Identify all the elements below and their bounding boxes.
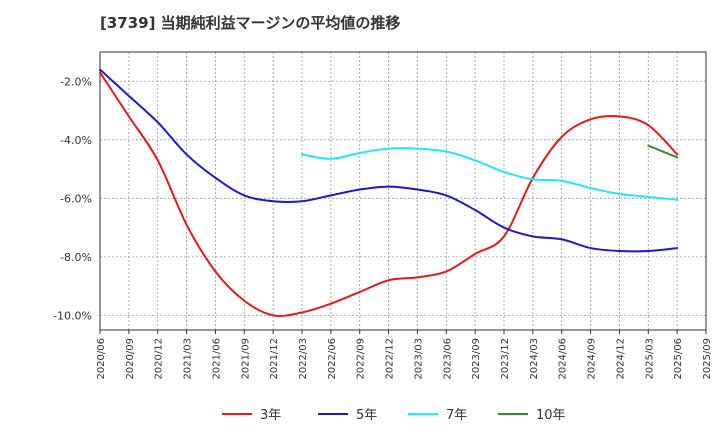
y-tick-label: -8.0% <box>60 251 92 264</box>
data-point-series-1 <box>676 153 678 156</box>
data-point-series-2 <box>185 153 188 156</box>
y-tick-label: -4.0% <box>60 134 92 147</box>
data-point-series-1 <box>272 314 274 317</box>
x-tick-label: 2022/03 <box>298 338 309 380</box>
data-point-series-2 <box>128 95 130 97</box>
data-point-series-1 <box>243 299 246 302</box>
x-tick-label: 2024/09 <box>587 338 598 380</box>
x-tick-label: 2024/06 <box>558 338 569 380</box>
data-point-series-3 <box>301 153 303 156</box>
data-point-series-2 <box>474 209 476 211</box>
plot-frame <box>99 51 707 331</box>
x-tick-label: 2021/06 <box>211 338 222 380</box>
x-tick-label: 2025/06 <box>673 338 684 380</box>
data-point-series-2 <box>156 121 159 124</box>
x-tick-label: 2023/12 <box>500 338 511 380</box>
data-point-series-1 <box>99 71 101 74</box>
data-point-series-2 <box>503 226 505 229</box>
data-point-series-1 <box>387 279 390 282</box>
legend-label-3: 7年 <box>446 408 467 423</box>
data-point-series-2 <box>387 185 390 188</box>
data-point-series-3 <box>387 147 390 150</box>
data-point-series-1 <box>618 115 621 118</box>
data-point-series-2 <box>416 188 419 191</box>
x-tick-label: 2021/09 <box>240 338 251 380</box>
y-tick-label: -2.0% <box>60 75 92 88</box>
data-point-series-4 <box>676 156 678 159</box>
x-tick-label: 2023/09 <box>471 338 482 380</box>
chart-title: [3739] 当期純利益マージンの平均値の推移 <box>100 14 401 32</box>
data-point-series-2 <box>618 250 621 252</box>
x-tick-label: 2024/12 <box>615 338 626 380</box>
data-point-series-3 <box>445 150 448 153</box>
data-point-series-1 <box>330 302 332 305</box>
data-point-series-3 <box>474 159 476 162</box>
data-point-series-3 <box>358 152 361 154</box>
legend-label-4: 10年 <box>536 408 566 423</box>
legend: 3年 5年 7年 10年 <box>222 408 566 423</box>
data-point-series-3 <box>330 158 332 160</box>
series-layer <box>99 68 679 318</box>
data-point-series-2 <box>676 247 678 249</box>
data-point-series-1 <box>128 115 130 118</box>
x-tick-label: 2021/12 <box>269 338 280 380</box>
data-point-series-1 <box>214 270 217 273</box>
data-point-series-1 <box>358 291 361 293</box>
data-point-series-3 <box>676 198 678 201</box>
data-point-series-2 <box>330 194 332 197</box>
grid-layer <box>99 52 707 330</box>
data-point-series-3 <box>589 187 592 189</box>
data-point-series-2 <box>560 238 563 241</box>
data-point-series-2 <box>589 247 592 249</box>
x-tick-label: 2022/06 <box>327 338 338 380</box>
data-point-series-1 <box>416 276 419 279</box>
series-line-3 <box>301 147 679 201</box>
data-point-series-1 <box>647 124 650 126</box>
legend-label-1: 3年 <box>260 408 281 423</box>
data-point-series-3 <box>560 179 563 182</box>
x-tick-label: 2022/09 <box>356 338 367 380</box>
axis-layer: -2.0% -4.0% -6.0% -8.0% -10.0% 2020/06 2020/09… <box>53 51 713 380</box>
data-point-series-2 <box>243 194 246 197</box>
data-point-series-3 <box>503 171 505 173</box>
data-point-series-3 <box>416 147 419 150</box>
data-point-series-2 <box>301 200 303 203</box>
data-point-series-2 <box>214 177 217 179</box>
series-line-4 <box>647 144 679 159</box>
x-tick-label: 2025/03 <box>644 338 655 380</box>
y-tick-label: -10.0% <box>53 309 92 322</box>
data-point-series-1 <box>474 253 476 255</box>
data-point-series-1 <box>301 311 303 314</box>
x-tick-label: 2023/06 <box>442 338 453 380</box>
data-point-series-2 <box>647 250 650 252</box>
data-point-series-2 <box>358 188 361 191</box>
legend-label-2: 5年 <box>356 408 377 423</box>
x-tick-label: 2022/12 <box>385 338 396 380</box>
data-point-series-1 <box>445 270 448 273</box>
data-point-series-1 <box>503 235 505 238</box>
data-point-series-3 <box>647 196 650 198</box>
data-point-series-2 <box>99 68 101 71</box>
data-point-series-3 <box>618 193 621 195</box>
data-point-series-1 <box>156 159 159 162</box>
x-tick-label: 2021/03 <box>183 338 194 380</box>
data-point-series-4 <box>647 144 650 147</box>
x-tick-label: 2020/09 <box>125 338 136 380</box>
data-point-series-1 <box>560 136 563 138</box>
data-point-series-2 <box>445 194 448 197</box>
data-point-series-1 <box>185 223 188 226</box>
data-point-series-3 <box>532 178 534 181</box>
x-tick-label: 2020/06 <box>96 338 107 380</box>
x-tick-label: 2023/03 <box>413 338 424 380</box>
x-tick-label: 2025/09 <box>702 338 713 380</box>
data-point-series-1 <box>589 118 592 121</box>
data-point-series-2 <box>532 235 534 238</box>
data-point-series-2 <box>272 200 274 203</box>
y-tick-label: -6.0% <box>60 192 92 205</box>
x-tick-label: 2024/03 <box>529 338 540 380</box>
x-tick-label: 2020/12 <box>154 338 165 380</box>
